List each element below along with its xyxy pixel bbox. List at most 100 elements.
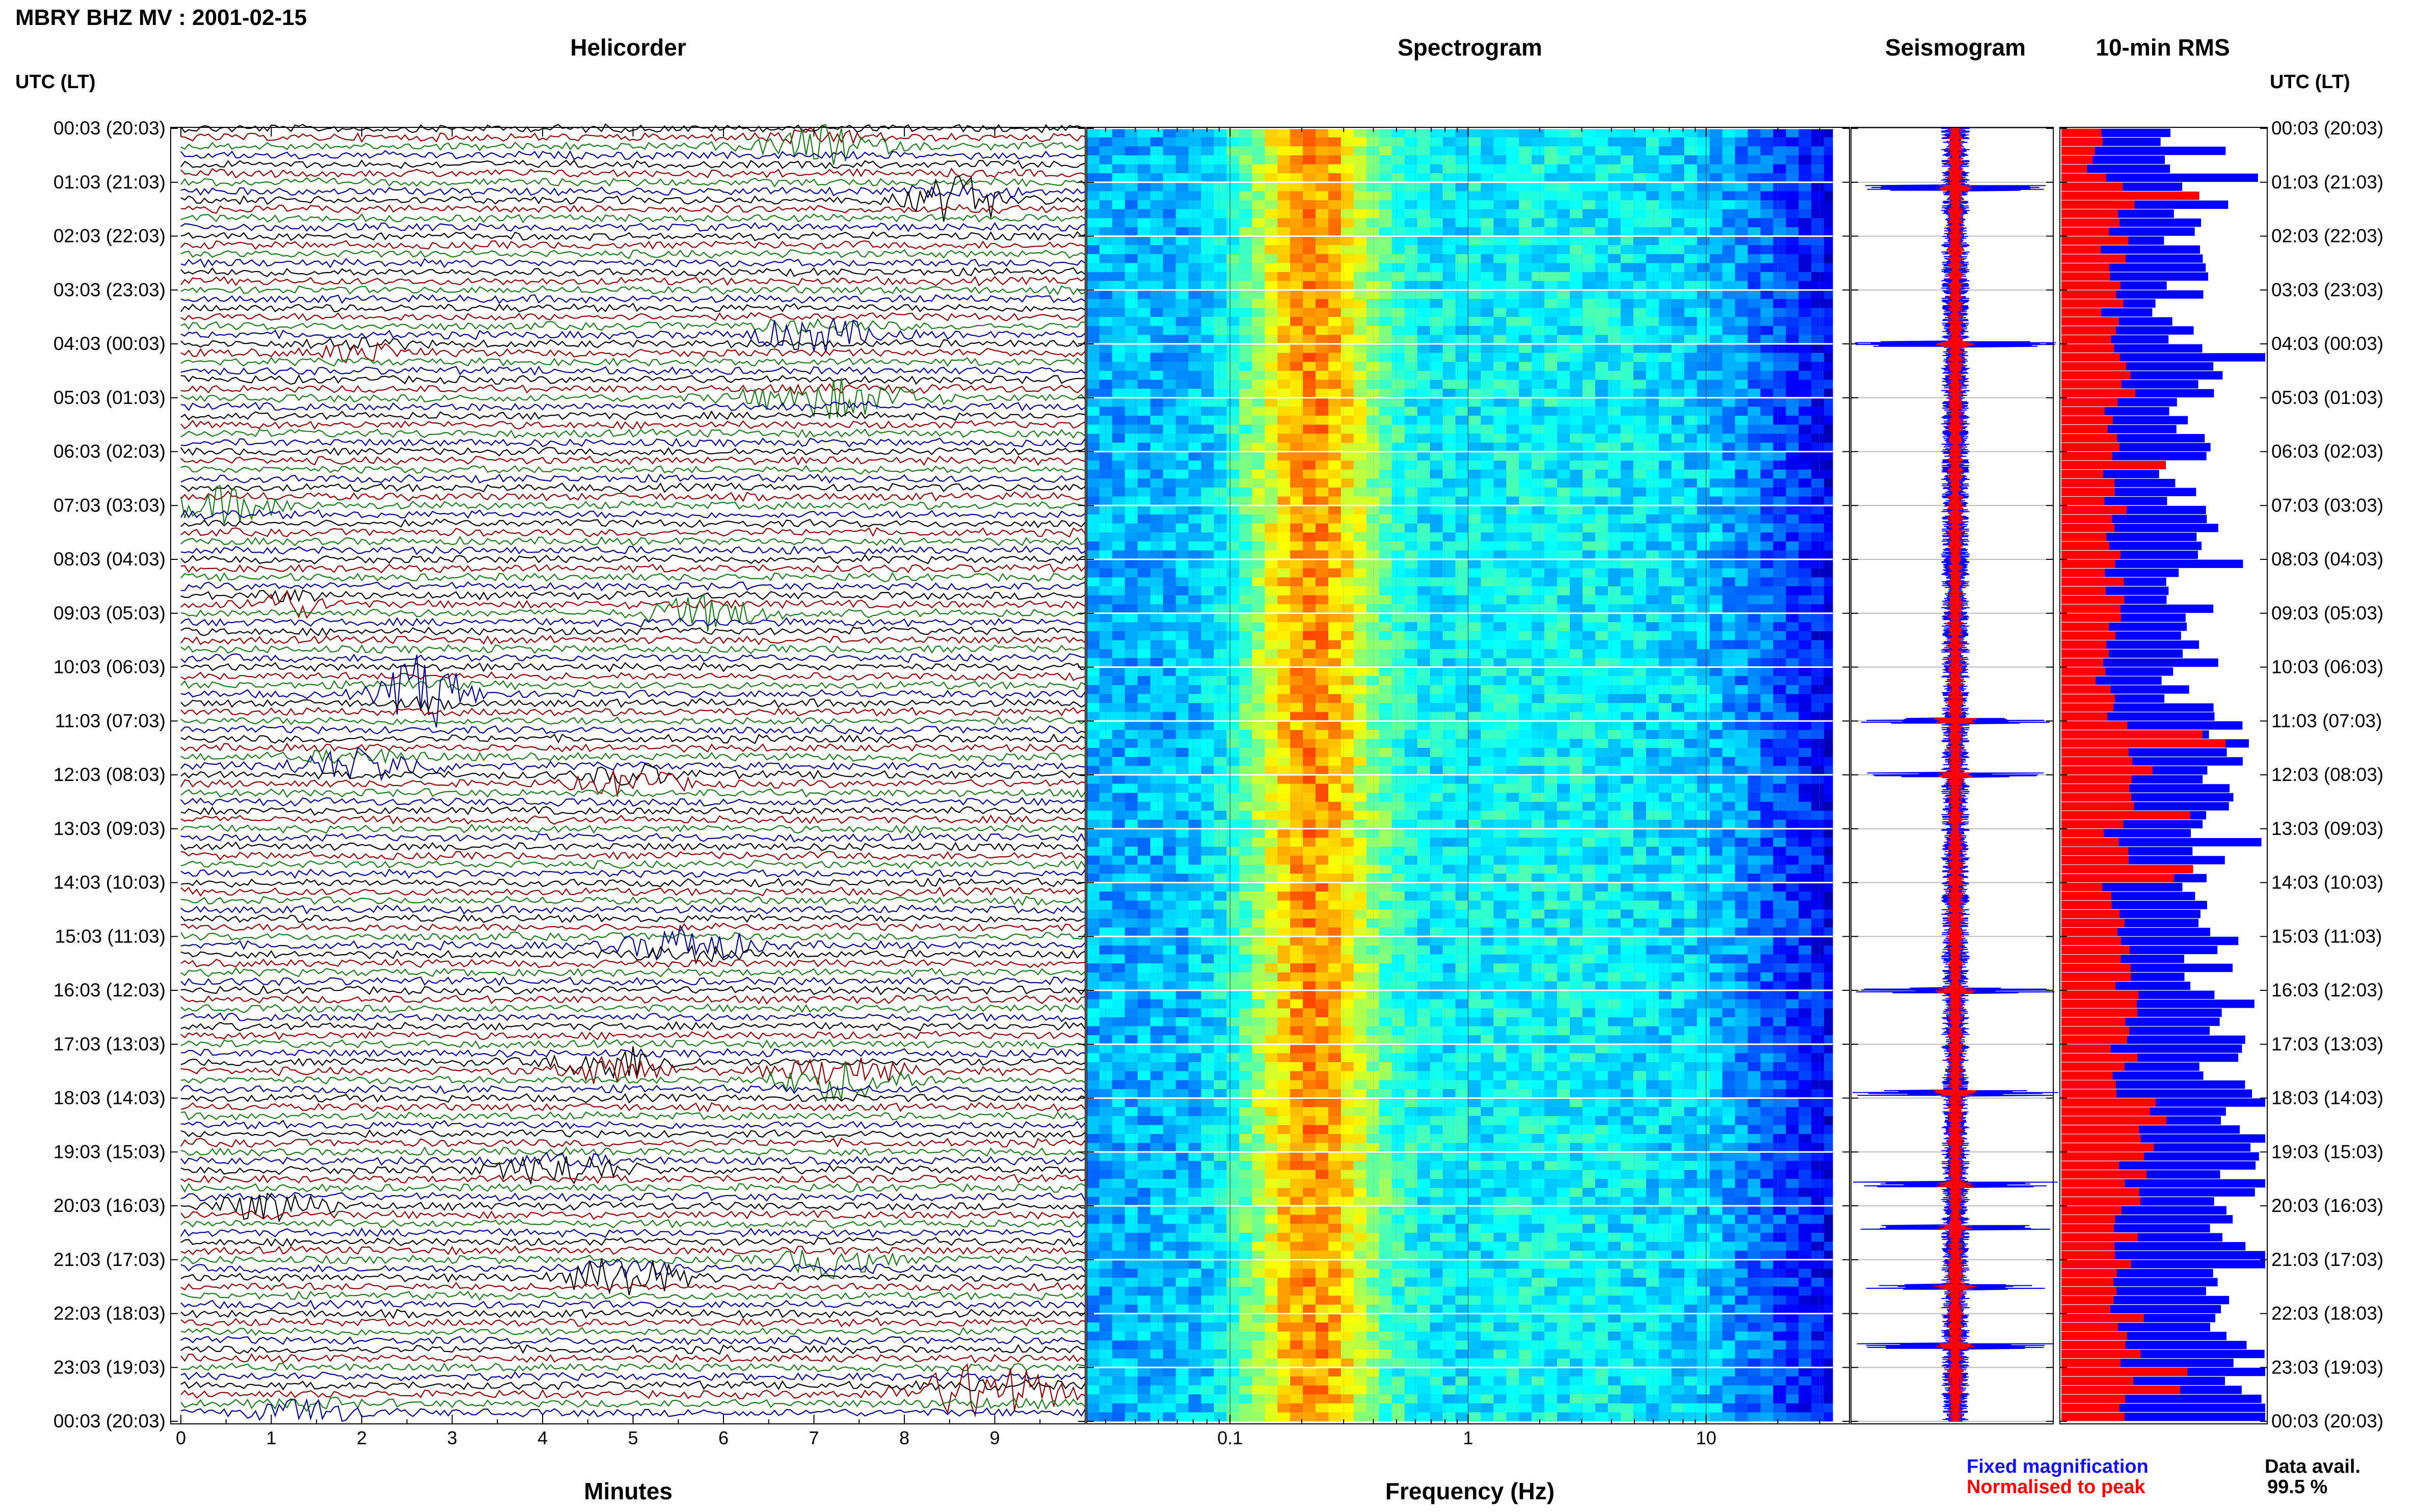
spectrogram-cell xyxy=(1723,775,1736,784)
spectrogram-cell xyxy=(1811,272,1824,281)
spectrogram-cell xyxy=(1621,505,1634,515)
spectrogram-cell xyxy=(1659,685,1672,694)
spectrogram-cell xyxy=(1379,820,1392,829)
spectrogram-cell xyxy=(1163,739,1176,748)
spectrogram-cell xyxy=(1811,461,1824,470)
spectrogram-cell xyxy=(1723,524,1736,533)
spectrogram-cell xyxy=(1786,209,1799,219)
spectrogram-cell xyxy=(1710,317,1723,326)
spectrogram-cell xyxy=(1430,191,1443,200)
spectrogram-cell xyxy=(1595,191,1608,200)
spectrogram-cell xyxy=(1582,254,1596,263)
spectrogram-cell xyxy=(1417,470,1431,479)
spectrogram-cell xyxy=(1417,838,1431,847)
spectrogram-cell xyxy=(1735,317,1748,326)
spectrogram-cell xyxy=(1239,155,1252,165)
spectrogram-cell xyxy=(1570,685,1583,694)
spectrogram-cell xyxy=(1621,290,1634,299)
spectrogram-cell xyxy=(1290,586,1303,596)
spectrogram-cell xyxy=(1672,532,1685,542)
spectrogram-cell xyxy=(1697,811,1710,820)
spectrogram-cell xyxy=(1239,658,1252,667)
spectrogram-cell xyxy=(1265,676,1278,685)
spectrogram-cell xyxy=(1201,784,1215,793)
spectrogram-cell xyxy=(1710,236,1723,246)
spectrogram-cell xyxy=(1582,155,1596,165)
spectrogram-cell xyxy=(1811,398,1824,407)
spectrogram-cell xyxy=(1506,613,1519,623)
spectrogram-cell xyxy=(1201,586,1215,596)
spectrogram-cell xyxy=(1799,209,1812,219)
spectrogram-cell xyxy=(1595,694,1608,703)
spectrogram-cell xyxy=(1760,299,1774,308)
spectrogram-cell xyxy=(1112,254,1125,263)
spectrogram-cell xyxy=(1112,380,1125,389)
spectrogram-cell xyxy=(1824,209,1833,219)
spectrogram-cell xyxy=(1799,559,1812,569)
spectrogram-cell xyxy=(1723,712,1736,721)
spectrogram-cell xyxy=(1595,443,1608,452)
spectrogram-cell xyxy=(1150,757,1164,766)
spectrogram-cell xyxy=(1799,631,1812,640)
spectrogram-cell xyxy=(1417,596,1431,605)
spectrogram-cell xyxy=(1214,416,1227,425)
spectrogram-cell xyxy=(1138,505,1151,515)
spectrogram-cell xyxy=(1811,353,1824,362)
spectrogram-cell xyxy=(1506,335,1519,344)
spectrogram-cell xyxy=(1189,524,1202,533)
spectrogram-cell xyxy=(1760,200,1774,209)
spectrogram-cell xyxy=(1417,236,1431,246)
spectrogram-cell xyxy=(1099,667,1113,677)
spectrogram-cell xyxy=(1582,505,1596,515)
spectrogram-cell xyxy=(1773,721,1786,730)
spectrogram-cell xyxy=(1659,577,1672,586)
spectrogram-cell xyxy=(1087,335,1100,344)
spectrogram-cell xyxy=(1735,775,1748,784)
spectrogram-cell xyxy=(1290,784,1303,793)
spectrogram-cell xyxy=(1290,299,1303,308)
spectrogram-cell xyxy=(1405,398,1418,407)
spectrogram-cell xyxy=(1621,748,1634,757)
spectrogram-cell xyxy=(1595,586,1608,596)
spectrogram-cell xyxy=(1824,569,1833,578)
spectrogram-cell xyxy=(1824,254,1833,263)
spectrogram-cell xyxy=(1748,416,1761,425)
spectrogram-cell xyxy=(1608,191,1621,200)
spectrogram-cell xyxy=(1239,775,1252,784)
spectrogram-cell xyxy=(1633,550,1647,559)
spectrogram-cell xyxy=(1557,281,1570,290)
spectrogram-cell xyxy=(1176,802,1189,811)
spectrogram-cell xyxy=(1417,515,1431,524)
spectrogram-cell xyxy=(1582,200,1596,209)
spectrogram-cell xyxy=(1544,434,1558,443)
spectrogram-cell xyxy=(1163,371,1176,380)
spectrogram-cell xyxy=(1366,811,1380,820)
spectrogram-cell xyxy=(1239,138,1252,147)
spectrogram-cell xyxy=(1786,712,1799,721)
spectrogram-cell xyxy=(1226,542,1240,551)
spectrogram-cell xyxy=(1621,146,1634,155)
spectrogram-cell xyxy=(1735,497,1748,506)
helicorder-trace xyxy=(181,870,1085,878)
spectrogram-cell xyxy=(1621,784,1634,793)
spectrogram-cell xyxy=(1290,649,1303,658)
spectrogram-cell xyxy=(1811,775,1824,784)
spectrogram-cell xyxy=(1595,838,1608,847)
spectrogram-cell xyxy=(1379,478,1392,488)
spectrogram-cell xyxy=(1735,694,1748,703)
spectrogram-cell xyxy=(1392,317,1405,326)
spectrogram-cell xyxy=(1176,290,1189,299)
spectrogram-cell xyxy=(1366,515,1380,524)
spectrogram-cell xyxy=(1532,739,1545,748)
spectrogram-cell xyxy=(1366,559,1380,569)
spectrogram-cell xyxy=(1290,613,1303,623)
spectrogram-cell xyxy=(1760,524,1774,533)
spectrogram-cell xyxy=(1481,281,1494,290)
spectrogram-cell xyxy=(1341,748,1354,757)
spectrogram-cell xyxy=(1366,308,1380,317)
spectrogram-cell xyxy=(1099,371,1113,380)
spectrogram-cell xyxy=(1328,335,1341,344)
spectrogram-cell xyxy=(1176,730,1189,739)
spectrogram-cell xyxy=(1125,820,1138,829)
spectrogram-cell xyxy=(1201,721,1215,730)
